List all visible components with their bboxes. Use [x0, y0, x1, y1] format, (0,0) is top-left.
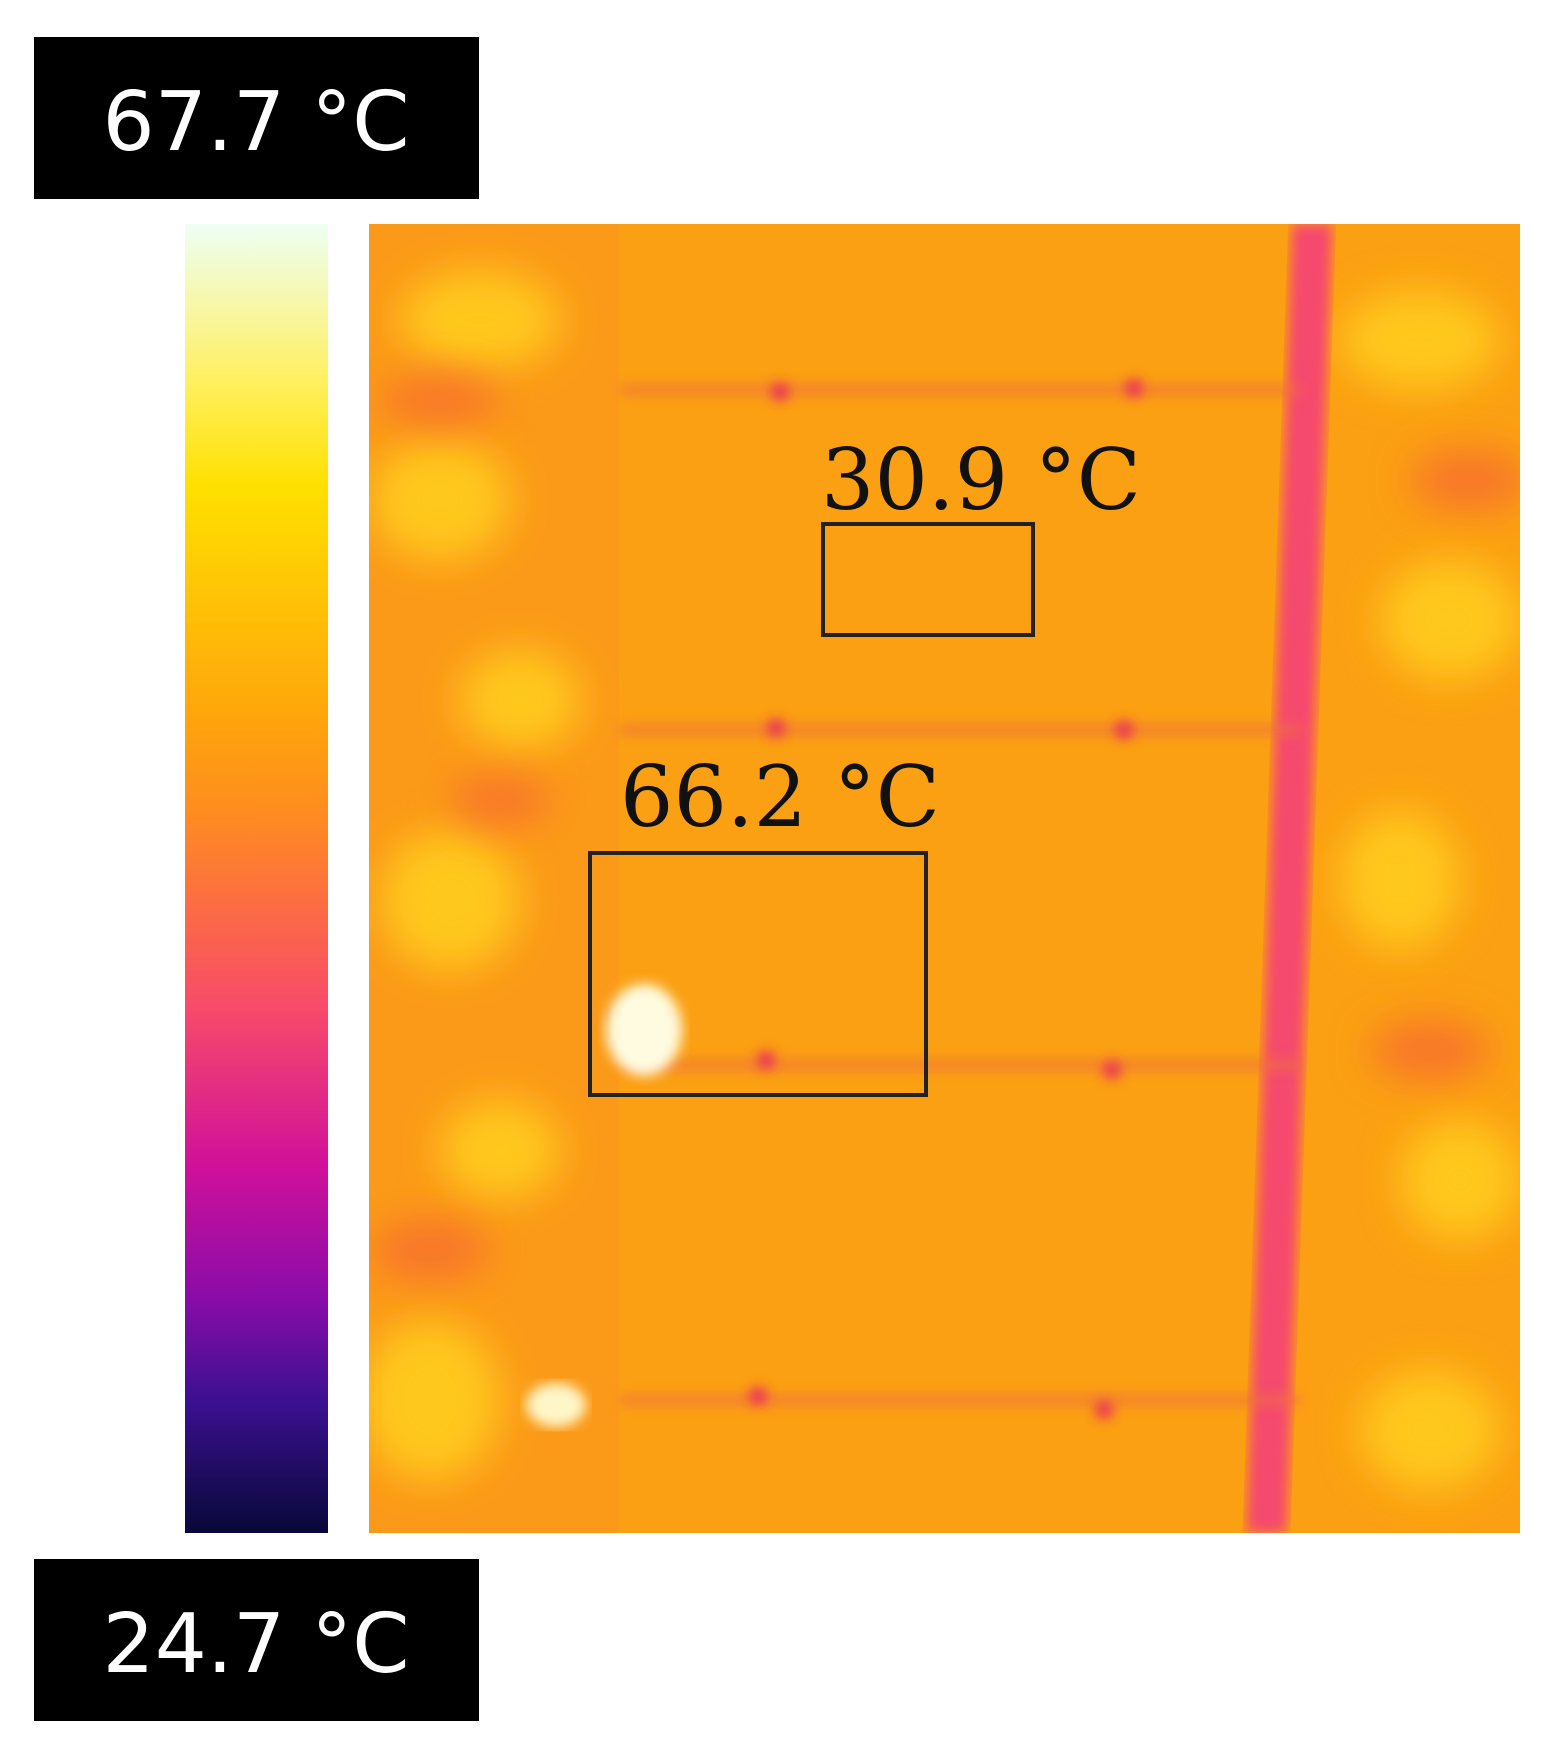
min-label-box: [34, 1559, 479, 1721]
scale-max: 67.7 °C: [103, 75, 410, 170]
thermal-image: [369, 224, 1520, 1533]
roi-label: 66.2 °C: [620, 748, 940, 846]
max-label-box: [34, 37, 479, 199]
scale-min: 24.7 °C: [103, 1597, 410, 1692]
roi-label: 30.9 °C: [821, 431, 1141, 529]
color-bar: [185, 224, 328, 1533]
roi-box: [821, 522, 1035, 637]
roi-box: [588, 851, 928, 1097]
